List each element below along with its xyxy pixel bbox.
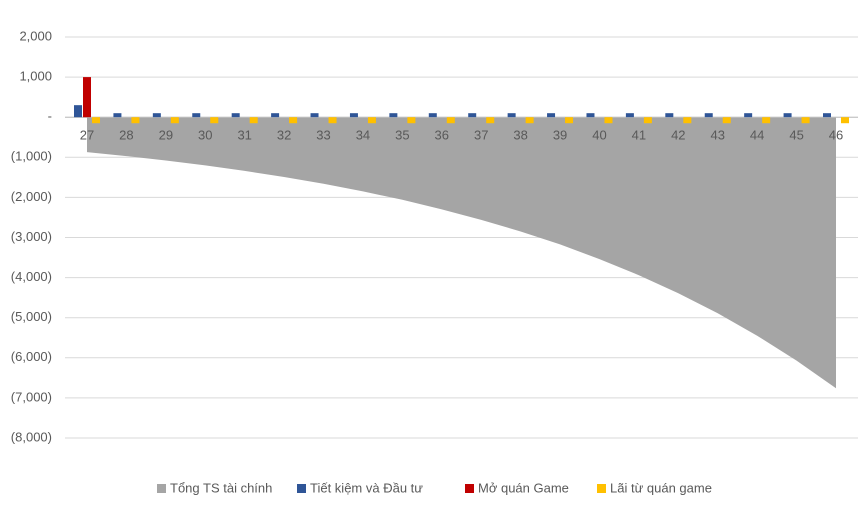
bar (823, 113, 831, 118)
bar (289, 117, 298, 124)
bar (152, 113, 161, 118)
bar (507, 113, 516, 118)
y-tick-label: (2,000) (11, 189, 52, 204)
x-tick-label: 30 (198, 128, 212, 143)
legend-label: Tổng TS tài chính (170, 480, 272, 495)
y-tick-label: (8,000) (11, 429, 52, 444)
x-tick-label: 46 (829, 128, 843, 143)
y-tick-label: (5,000) (11, 309, 52, 324)
bar (468, 113, 477, 118)
bar (113, 113, 122, 118)
x-tick-label: 41 (632, 128, 646, 143)
legend-label: Lãi từ quán game (610, 480, 712, 495)
x-tick-label: 38 (513, 128, 527, 143)
bar (249, 117, 258, 124)
x-tick-label: 29 (159, 128, 173, 143)
bar (744, 113, 753, 118)
y-tick-label: 1,000 (19, 69, 52, 84)
x-tick-label: 36 (435, 128, 449, 143)
x-tick-label: 27 (80, 128, 94, 143)
bar (801, 117, 810, 124)
x-tick-label: 28 (119, 128, 133, 143)
bar (704, 113, 713, 118)
bar (192, 113, 201, 118)
bar (74, 105, 82, 118)
bar (389, 113, 398, 118)
bar (231, 113, 240, 118)
x-tick-label: 43 (711, 128, 725, 143)
bar (446, 117, 455, 124)
area (87, 117, 836, 389)
bar (565, 117, 574, 124)
bar (131, 117, 140, 124)
legend-swatch (597, 484, 606, 493)
bar (170, 117, 179, 124)
y-tick-label: (4,000) (11, 269, 52, 284)
bar (643, 117, 652, 124)
bar (271, 113, 280, 118)
bar (349, 113, 358, 118)
bar (407, 117, 416, 124)
bar (328, 117, 337, 124)
bar (683, 117, 692, 124)
y-tick-label: (6,000) (11, 349, 52, 364)
y-tick-label: (3,000) (11, 229, 52, 244)
x-tick-label: 44 (750, 128, 764, 143)
bar (841, 117, 849, 124)
bar (83, 77, 91, 118)
legend-label: Tiết kiệm và Đầu tư (310, 480, 423, 495)
legend-swatch (157, 484, 166, 493)
x-tick-label: 31 (237, 128, 251, 143)
x-tick-label: 32 (277, 128, 291, 143)
x-tick-label: 45 (789, 128, 803, 143)
bar (525, 117, 534, 124)
bar (367, 117, 376, 124)
bar (722, 117, 731, 124)
bar (783, 113, 792, 118)
y-tick-label: - (48, 109, 52, 124)
bar (665, 113, 674, 118)
x-tick-label: 34 (356, 128, 370, 143)
bar (586, 113, 595, 118)
x-tick-label: 42 (671, 128, 685, 143)
bar (604, 117, 613, 124)
y-tick-label: 2,000 (19, 28, 52, 43)
bar (547, 113, 556, 118)
y-tick-label: (7,000) (11, 389, 52, 404)
bar (428, 113, 437, 118)
x-tick-label: 39 (553, 128, 567, 143)
legend-swatch (465, 484, 474, 493)
y-tick-label: (1,000) (11, 149, 52, 164)
bar (625, 113, 634, 118)
x-tick-label: 35 (395, 128, 409, 143)
legend-swatch (297, 484, 306, 493)
x-tick-label: 37 (474, 128, 488, 143)
bar (210, 117, 219, 124)
bar (310, 113, 319, 118)
bar (486, 117, 495, 124)
bar (92, 117, 100, 124)
x-tick-label: 33 (316, 128, 330, 143)
legend-label: Mở quán Game (478, 480, 569, 495)
bar (762, 117, 771, 124)
x-tick-label: 40 (592, 128, 606, 143)
